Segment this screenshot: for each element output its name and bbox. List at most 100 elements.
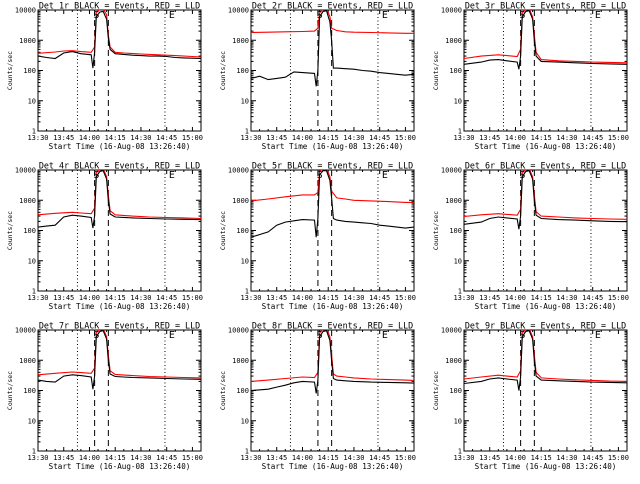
y-tick-label: 10 xyxy=(28,97,36,105)
x-tick-label: 15:00 xyxy=(182,294,203,302)
series-line-lld xyxy=(464,10,627,64)
x-tick-label: 13:30 xyxy=(240,134,261,142)
x-tick-label: 13:45 xyxy=(266,294,287,302)
detector-panel-3: Det 3r BLACK = Events, RED = LLD 1 10 100 10… xyxy=(432,1,629,152)
panel-title: Det 2r BLACK = Events, RED = LLD xyxy=(252,1,413,11)
x-tick-label: 14:15 xyxy=(531,454,552,462)
y-tick-label: 10 xyxy=(28,417,36,425)
x-axis-label: Start Time (16-Aug-08 13:26:40) xyxy=(475,302,617,311)
y-tick-label: 10000 xyxy=(228,7,249,15)
y-tick-label: 10 xyxy=(241,417,249,425)
x-tick-label: 14:45 xyxy=(156,454,177,462)
x-tick-label: 13:45 xyxy=(53,454,74,462)
plot-frame xyxy=(37,329,202,452)
series-line-events xyxy=(464,10,627,70)
y-tick-label: 1000 xyxy=(232,37,249,45)
y-axis-label: Counts/sec xyxy=(6,211,14,250)
x-tick-label: 14:15 xyxy=(531,134,552,142)
y-tick-label: 1000 xyxy=(19,357,36,365)
x-tick-label: 14:45 xyxy=(369,134,390,142)
y-tick-label: 10 xyxy=(454,97,462,105)
x-tick-label: 14:45 xyxy=(369,454,390,462)
y-tick-label: 10 xyxy=(454,417,462,425)
y-axis-label: Counts/sec xyxy=(6,371,14,410)
end-marker: E xyxy=(595,10,601,21)
y-tick-label: 10 xyxy=(28,257,36,265)
y-tick-label: 10 xyxy=(241,257,249,265)
x-axis-label: Start Time (16-Aug-08 13:26:40) xyxy=(49,142,191,151)
y-tick-label: 1 xyxy=(458,448,462,456)
detector-panel-7: Det 7r BLACK = Events, RED = LLD 1 10 100 10… xyxy=(6,321,203,472)
x-tick-label: 15:00 xyxy=(608,294,629,302)
series-line-events xyxy=(251,170,414,238)
x-tick-label: 14:15 xyxy=(105,294,126,302)
y-tick-label: 10000 xyxy=(441,327,462,335)
x-tick-label: 13:30 xyxy=(453,454,474,462)
x-tick-label: 13:30 xyxy=(453,294,474,302)
panel-title: Det 8r BLACK = Events, RED = LLD xyxy=(252,321,413,331)
x-tick-label: 14:00 xyxy=(505,134,526,142)
x-tick-label: 14:15 xyxy=(318,294,339,302)
x-tick-label: 13:30 xyxy=(27,294,48,302)
y-axis-label: Counts/sec xyxy=(432,51,440,90)
start-marker: S xyxy=(317,170,323,181)
series-line-lld xyxy=(38,170,201,220)
panel-title: Det 7r BLACK = Events, RED = LLD xyxy=(39,321,200,331)
x-tick-label: 14:15 xyxy=(318,134,339,142)
x-tick-label: 14:30 xyxy=(343,454,364,462)
series-group xyxy=(464,10,627,70)
start-marker: S xyxy=(93,170,99,181)
end-marker: E xyxy=(382,10,388,21)
x-tick-label: 14:30 xyxy=(556,454,577,462)
start-marker: S xyxy=(519,10,525,21)
y-tick-label: 1000 xyxy=(232,357,249,365)
plot-frame xyxy=(463,169,628,292)
series-line-events xyxy=(251,330,414,394)
x-axis-label: Start Time (16-Aug-08 13:26:40) xyxy=(475,462,617,471)
end-marker: E xyxy=(595,170,601,181)
series-group xyxy=(464,170,627,230)
plot-frame xyxy=(37,9,202,132)
end-marker: E xyxy=(382,170,388,181)
y-axis-label: Counts/sec xyxy=(219,51,227,90)
panel-title: Det 3r BLACK = Events, RED = LLD xyxy=(465,1,626,11)
detector-panel-5: Det 5r BLACK = Events, RED = LLD 1 10 100 10… xyxy=(219,161,416,312)
y-tick-label: 1 xyxy=(458,288,462,296)
x-axis-label: Start Time (16-Aug-08 13:26:40) xyxy=(49,302,191,311)
series-line-lld xyxy=(38,330,201,379)
detector-panel-8: Det 8r BLACK = Events, RED = LLD 1 10 100 10… xyxy=(219,321,416,472)
y-axis-label: Counts/sec xyxy=(219,371,227,410)
x-axis-label: Start Time (16-Aug-08 13:26:40) xyxy=(262,302,404,311)
series-group xyxy=(464,330,627,391)
x-tick-label: 13:45 xyxy=(266,454,287,462)
start-marker: S xyxy=(519,170,525,181)
x-tick-label: 14:00 xyxy=(292,454,313,462)
panel-title: Det 5r BLACK = Events, RED = LLD xyxy=(252,161,413,171)
x-tick-label: 14:15 xyxy=(318,454,339,462)
panel-title: Det 9r BLACK = Events, RED = LLD xyxy=(465,321,626,331)
detector-panel-4: Det 4r BLACK = Events, RED = LLD 1 10 100 10… xyxy=(6,161,203,312)
end-marker: E xyxy=(595,330,601,341)
y-tick-label: 1 xyxy=(32,288,36,296)
x-tick-label: 14:30 xyxy=(130,134,151,142)
x-tick-label: 14:30 xyxy=(556,134,577,142)
series-group xyxy=(38,170,201,229)
start-marker: S xyxy=(93,330,99,341)
x-tick-label: 14:30 xyxy=(343,294,364,302)
panel-title: Det 6r BLACK = Events, RED = LLD xyxy=(465,161,626,171)
panel-title: Det 1r BLACK = Events, RED = LLD xyxy=(39,1,200,11)
series-line-lld xyxy=(251,170,414,203)
x-tick-label: 14:00 xyxy=(79,294,100,302)
series-group xyxy=(38,10,201,69)
series-line-lld xyxy=(464,330,627,382)
y-axis-label: Counts/sec xyxy=(432,371,440,410)
x-tick-label: 14:45 xyxy=(582,454,603,462)
x-axis-label: Start Time (16-Aug-08 13:26:40) xyxy=(262,142,404,151)
x-tick-label: 14:00 xyxy=(505,454,526,462)
detector-panel-9: Det 9r BLACK = Events, RED = LLD 1 10 100 10… xyxy=(432,321,629,472)
x-tick-label: 13:30 xyxy=(240,454,261,462)
x-tick-label: 13:30 xyxy=(240,294,261,302)
x-tick-label: 14:00 xyxy=(292,134,313,142)
y-tick-label: 1 xyxy=(458,128,462,136)
